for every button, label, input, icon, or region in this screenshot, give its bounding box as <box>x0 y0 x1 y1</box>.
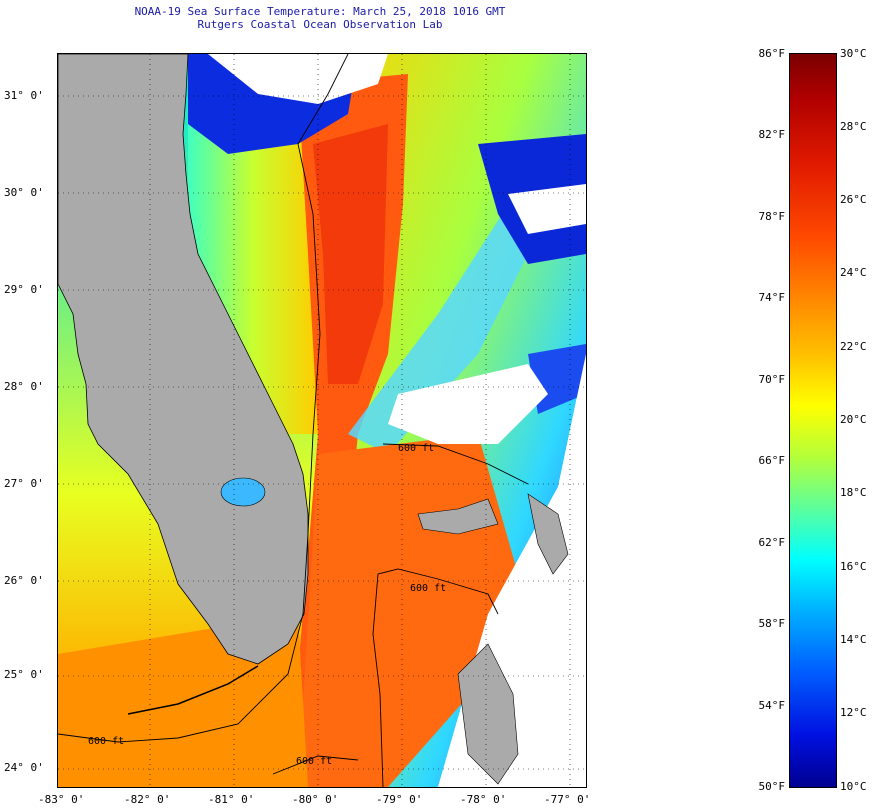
isobath-west <box>58 54 349 743</box>
gulf-stream-core <box>313 124 388 384</box>
colorbar-f-label: 74°F <box>758 291 786 304</box>
colorbar-c-label: 10°C <box>840 780 867 793</box>
chart-title: NOAA-19 Sea Surface Temperature: March 2… <box>134 5 506 18</box>
colorbar-c-label: 16°C <box>840 560 867 573</box>
colorbar-f-label: 54°F <box>758 699 786 712</box>
colorbar-c-label: 12°C <box>840 706 867 719</box>
colorbar-f-label: 86°F <box>758 47 786 60</box>
colorbar-f-label: 82°F <box>758 128 786 141</box>
florida-land <box>58 54 309 665</box>
lon-label: -83° 0' <box>38 793 85 806</box>
lake-okeechobee <box>220 477 266 507</box>
lat-label: 30° 0' <box>4 186 44 199</box>
bahamas-andros <box>457 643 519 785</box>
lat-label: 25° 0' <box>4 668 44 681</box>
lat-label: 26° 0' <box>4 574 44 587</box>
cloud-mid <box>388 364 548 444</box>
contour-label: 600 ft <box>398 443 434 454</box>
contour-label: 600 ft <box>88 736 124 747</box>
colorbar-c-label: 20°C <box>840 413 867 426</box>
bahamas-grand <box>417 498 499 535</box>
lon-label: -79° 0' <box>376 793 423 806</box>
colorbar-f-label: 62°F <box>758 536 786 549</box>
colorbar-f-label: 58°F <box>758 617 786 630</box>
bahamas-abaco <box>527 493 569 575</box>
isobath-bahamas <box>372 568 499 787</box>
shelf-sst <box>188 54 318 434</box>
cloud-north <box>208 54 388 104</box>
lat-label: 27° 0' <box>4 477 44 490</box>
colorbar-f-label: 78°F <box>758 210 786 223</box>
colorbar-c-label: 18°C <box>840 486 867 499</box>
lat-label: 28° 0' <box>4 380 44 393</box>
temperature-colorbar <box>789 53 837 788</box>
sst-map-image: 600 ft 600 ft 600 ft 600 ft <box>58 54 586 787</box>
colorbar-c-label: 26°C <box>840 193 867 206</box>
sst-map: 600 ft 600 ft 600 ft 600 ft <box>57 53 587 788</box>
isobath-north-bahamas <box>382 443 529 485</box>
lat-label: 31° 0' <box>4 89 44 102</box>
graticule <box>58 54 586 787</box>
colorbar-c-label: 28°C <box>840 120 867 133</box>
lon-label: -78° 0' <box>460 793 507 806</box>
lon-label: -81° 0' <box>208 793 255 806</box>
florida-keys <box>127 665 259 715</box>
lon-label: -82° 0' <box>124 793 171 806</box>
cloud-east <box>508 184 586 234</box>
chart-subtitle: Rutgers Coastal Ocean Observation Lab <box>197 18 443 31</box>
colorbar-c-label: 14°C <box>840 633 867 646</box>
lon-label: -77° 0' <box>544 793 591 806</box>
cool-band <box>348 174 558 454</box>
colorbar-c-label: 24°C <box>840 266 867 279</box>
lat-label: 29° 0' <box>4 283 44 296</box>
contour-label: 600 ft <box>410 583 446 594</box>
lon-label: -80° 0' <box>292 793 339 806</box>
contour-label: 600 ft <box>296 756 332 767</box>
lat-label: 24° 0' <box>4 761 44 774</box>
colorbar-c-label: 30°C <box>840 47 867 60</box>
colorbar-f-label: 70°F <box>758 373 786 386</box>
colorbar-c-label: 22°C <box>840 340 867 353</box>
colorbar-f-label: 50°F <box>758 780 786 793</box>
colorbar-f-label: 66°F <box>758 454 786 467</box>
isobath-south <box>272 755 359 775</box>
